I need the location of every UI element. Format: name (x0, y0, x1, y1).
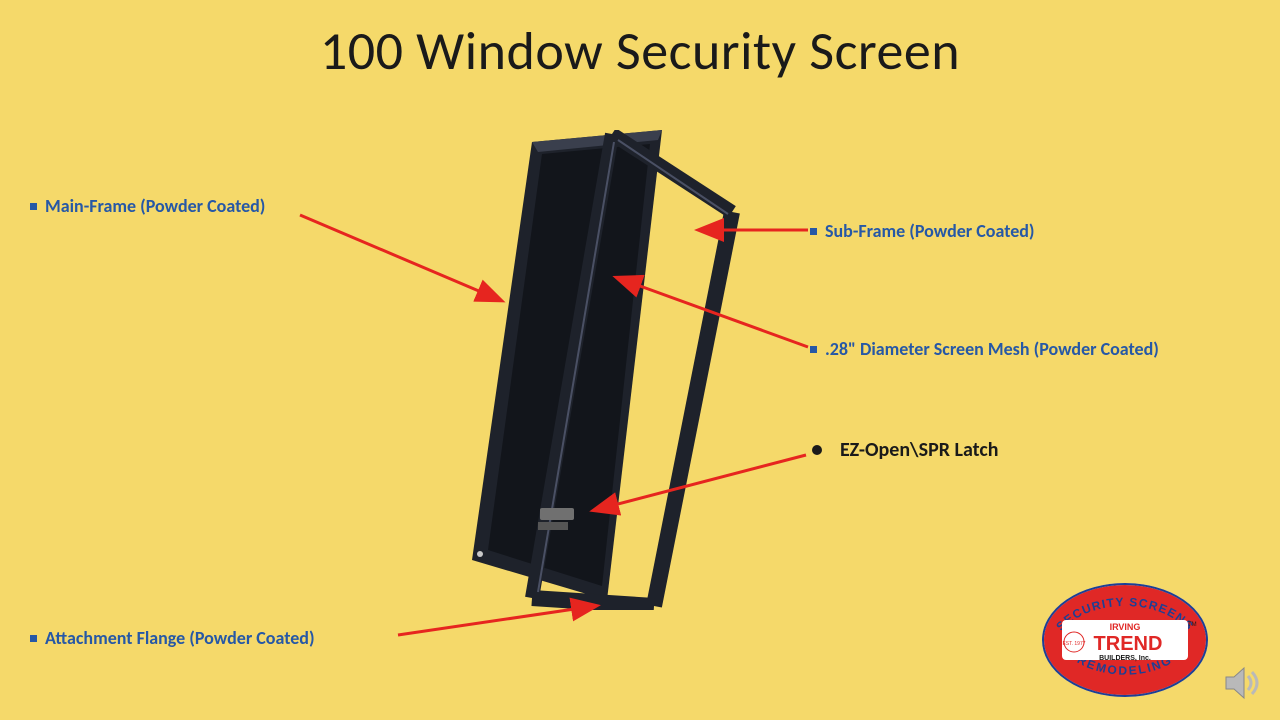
svg-text:TREND: TREND (1094, 633, 1163, 655)
bullet-icon (30, 203, 37, 210)
product-illustration (432, 130, 772, 610)
bullet-icon (812, 445, 822, 455)
callout-label: Main-Frame (Powder Coated) (45, 195, 265, 217)
callout-sub-frame: Sub-Frame (Powder Coated) (810, 220, 1035, 242)
bullet-icon (810, 346, 817, 353)
svg-text:EST. 1977: EST. 1977 (1062, 641, 1085, 647)
callout-mesh: .28" Diameter Screen Mesh (Powder Coated… (810, 338, 1159, 360)
callout-flange: Attachment Flange (Powder Coated) (30, 627, 315, 649)
callout-label: Sub-Frame (Powder Coated) (825, 220, 1035, 242)
page-title: 100 Window Security Screen (0, 0, 1280, 84)
bullet-icon (30, 635, 37, 642)
svg-text:TM: TM (1188, 622, 1197, 628)
svg-text:IRVING: IRVING (1110, 622, 1141, 632)
callout-latch: EZ-Open\SPR Latch (812, 438, 998, 462)
callout-main-frame: Main-Frame (Powder Coated) (30, 195, 265, 217)
callout-label: .28" Diameter Screen Mesh (Powder Coated… (825, 338, 1159, 360)
company-logo: SECURITY SCREENS REMODELING IRVING TREND… (1040, 580, 1210, 700)
callout-label: EZ-Open\SPR Latch (840, 438, 998, 462)
bullet-icon (810, 228, 817, 235)
audio-icon (1222, 662, 1264, 704)
callout-label: Attachment Flange (Powder Coated) (45, 627, 315, 649)
svg-text:BUILDERS, Inc.: BUILDERS, Inc. (1099, 655, 1151, 662)
